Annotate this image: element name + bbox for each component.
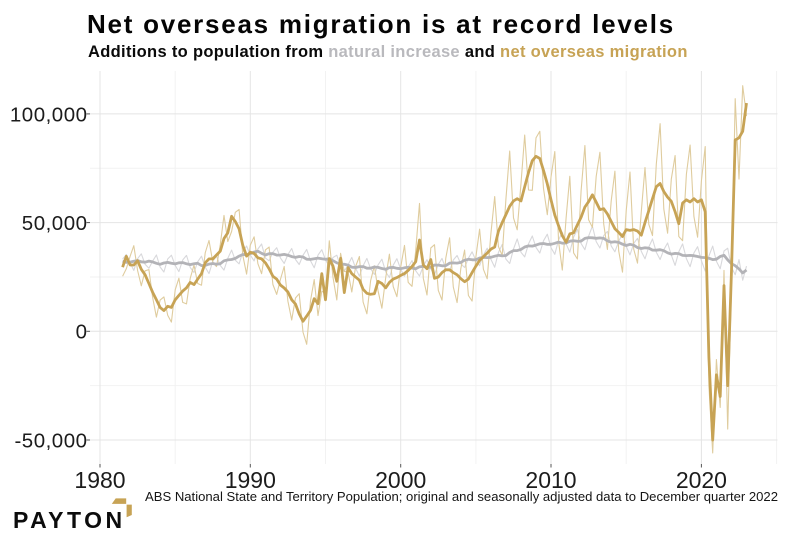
svg-text:-50,000: -50,000 — [14, 429, 87, 452]
svg-text:100,000: 100,000 — [10, 103, 88, 126]
svg-text:1980: 1980 — [74, 467, 125, 493]
svg-text:2020: 2020 — [676, 467, 727, 493]
svg-text:2010: 2010 — [525, 467, 576, 493]
svg-text:0: 0 — [76, 321, 88, 344]
svg-text:2000: 2000 — [375, 467, 426, 493]
svg-text:1990: 1990 — [225, 467, 276, 493]
svg-text:50,000: 50,000 — [22, 212, 88, 235]
